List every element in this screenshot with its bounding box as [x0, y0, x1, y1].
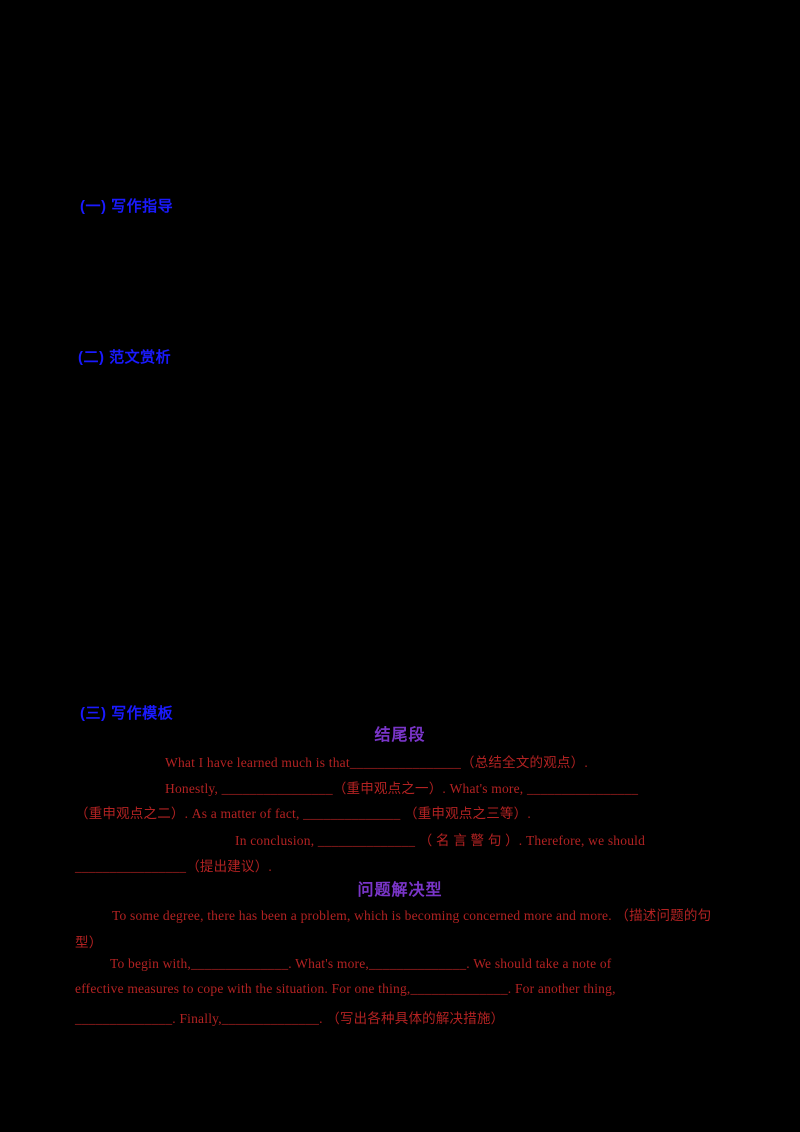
- template-line: （重申观点之二）. As a matter of fact, _________…: [75, 806, 531, 821]
- template-line: 型）: [75, 935, 103, 950]
- template-line: ______________. Finally,______________. …: [75, 1011, 505, 1026]
- subsection-heading-conclusion: 结尾段: [374, 727, 426, 744]
- section-heading-2: (二) 范文赏析: [78, 349, 172, 366]
- template-line: What I have learned much is that________…: [165, 755, 588, 770]
- template-line: In conclusion, ______________ （ 名 言 警 句 …: [235, 833, 646, 848]
- template-line: Honestly, ________________（重申观点之一）. What…: [165, 781, 639, 796]
- template-line: To begin with,______________. What's mor…: [110, 956, 612, 971]
- section-heading-3: (三) 写作模板: [80, 705, 174, 722]
- template-line: To some degree, there has been a problem…: [112, 908, 712, 923]
- template-line: ________________（提出建议）.: [75, 859, 272, 874]
- subsection-heading-problem-solution: 问题解决型: [357, 882, 443, 899]
- template-line: effective measures to cope with the situ…: [75, 981, 616, 996]
- section-heading-1: (一) 写作指导: [80, 198, 174, 215]
